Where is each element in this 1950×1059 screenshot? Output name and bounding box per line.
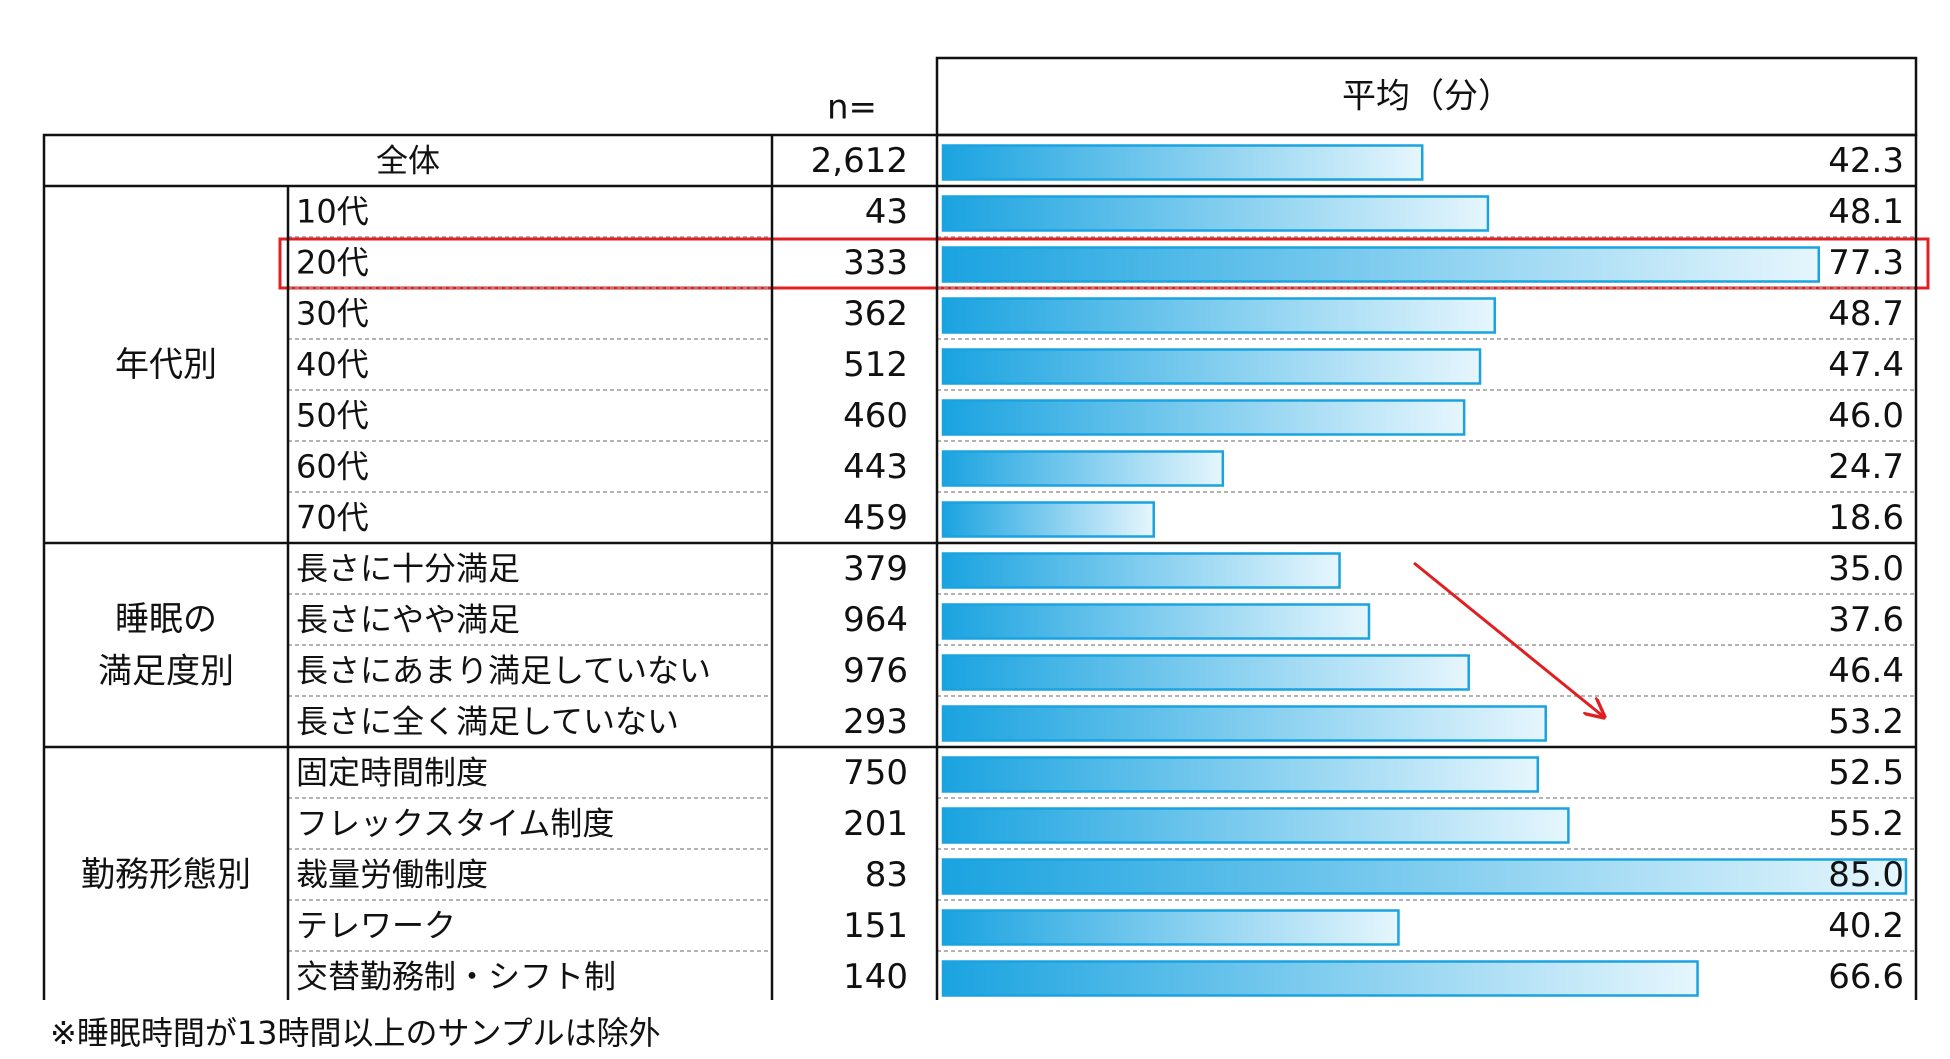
row-label: 長さに全く満足していない [296, 703, 679, 741]
total-n: 2,612 [811, 141, 908, 181]
row-n: 151 [843, 906, 908, 946]
value-label: 48.7 [1828, 294, 1904, 334]
row-label: 交替勤務制・シフト制 [296, 958, 616, 996]
footnote: ※睡眠時間が13時間以上のサンプルは除外 [50, 1014, 661, 1052]
row-n: 83 [865, 855, 908, 895]
row-n: 964 [843, 600, 908, 640]
value-label: 85.0 [1828, 855, 1904, 895]
n-header: n= [827, 88, 877, 128]
row-label: 30代 [296, 295, 369, 333]
row-label: フレックスタイム制度 [296, 805, 614, 843]
bar-chart-svg: n= 平均（分） 全体 2,612 42.3 10代 43 48.1 20代 333 77.3 30代… [42, 56, 1930, 1000]
row-n: 201 [843, 804, 908, 844]
bar [941, 705, 1547, 742]
row-label: テレワーク [296, 907, 456, 945]
value-label: 18.6 [1828, 498, 1904, 538]
value-label: 55.2 [1828, 804, 1904, 844]
value-label: 66.6 [1828, 957, 1904, 997]
total-bar [941, 144, 1424, 181]
row-n: 140 [843, 957, 908, 997]
value-label: 77.3 [1828, 243, 1904, 283]
row-label: 70代 [296, 499, 369, 537]
row-n: 362 [843, 294, 908, 334]
chart-table: n= 平均（分） 全体 2,612 42.3 10代 43 48.1 20代 333 77.3 30代… [42, 56, 1930, 1000]
row-label: 50代 [296, 397, 369, 435]
row-n: 750 [843, 753, 908, 793]
row-label: 60代 [296, 448, 369, 486]
value-label: 47.4 [1828, 345, 1904, 385]
row-label: 裁量労働制度 [296, 856, 488, 894]
value-label: 40.2 [1828, 906, 1904, 946]
bar [941, 858, 1908, 895]
bar [941, 909, 1400, 946]
row-label: 長さに十分満足 [296, 550, 520, 588]
row-n: 443 [843, 447, 908, 487]
row-n: 976 [843, 651, 908, 691]
group-label: 勤務形態別 [81, 855, 251, 895]
value-label: 53.2 [1828, 702, 1904, 742]
table-frame [42, 133, 1918, 1000]
total-value: 42.3 [1828, 141, 1904, 181]
bar [941, 195, 1490, 232]
bar [941, 450, 1225, 487]
row-n: 379 [843, 549, 908, 589]
row-n: 293 [843, 702, 908, 742]
row-label: 長さにやや満足 [296, 601, 520, 639]
bar [941, 297, 1496, 334]
row-label: 20代 [296, 244, 369, 282]
row-n: 512 [843, 345, 908, 385]
value-label: 46.0 [1828, 396, 1904, 436]
group-label: 満足度別 [98, 652, 234, 692]
bar [941, 960, 1699, 997]
bar [941, 348, 1482, 385]
row-n: 43 [865, 192, 908, 232]
bar [941, 399, 1466, 436]
bar [941, 603, 1371, 640]
bar [941, 552, 1341, 589]
value-label: 52.5 [1828, 753, 1904, 793]
bar [941, 807, 1570, 844]
row-n: 460 [843, 396, 908, 436]
row-label: 40代 [296, 346, 369, 384]
highlight-box [278, 237, 1930, 290]
group-label: 睡眠の [115, 600, 217, 640]
row-label: 長さにあまり満足していない [296, 652, 711, 690]
row-n: 333 [843, 243, 908, 283]
total-label: 全体 [376, 142, 440, 180]
group-label: 年代別 [115, 345, 217, 385]
value-header: 平均（分） [1342, 77, 1512, 117]
row-label: 固定時間制度 [296, 754, 488, 792]
trend-arrow [1413, 561, 1604, 717]
row-label: 10代 [296, 193, 369, 231]
value-label: 37.6 [1828, 600, 1904, 640]
value-label: 46.4 [1828, 651, 1904, 691]
row-n: 459 [843, 498, 908, 538]
bar [941, 756, 1540, 793]
bar [941, 654, 1470, 691]
value-label: 35.0 [1828, 549, 1904, 589]
value-label: 48.1 [1828, 192, 1904, 232]
bar [941, 246, 1821, 283]
bar [941, 501, 1155, 538]
value-label: 24.7 [1828, 447, 1904, 487]
